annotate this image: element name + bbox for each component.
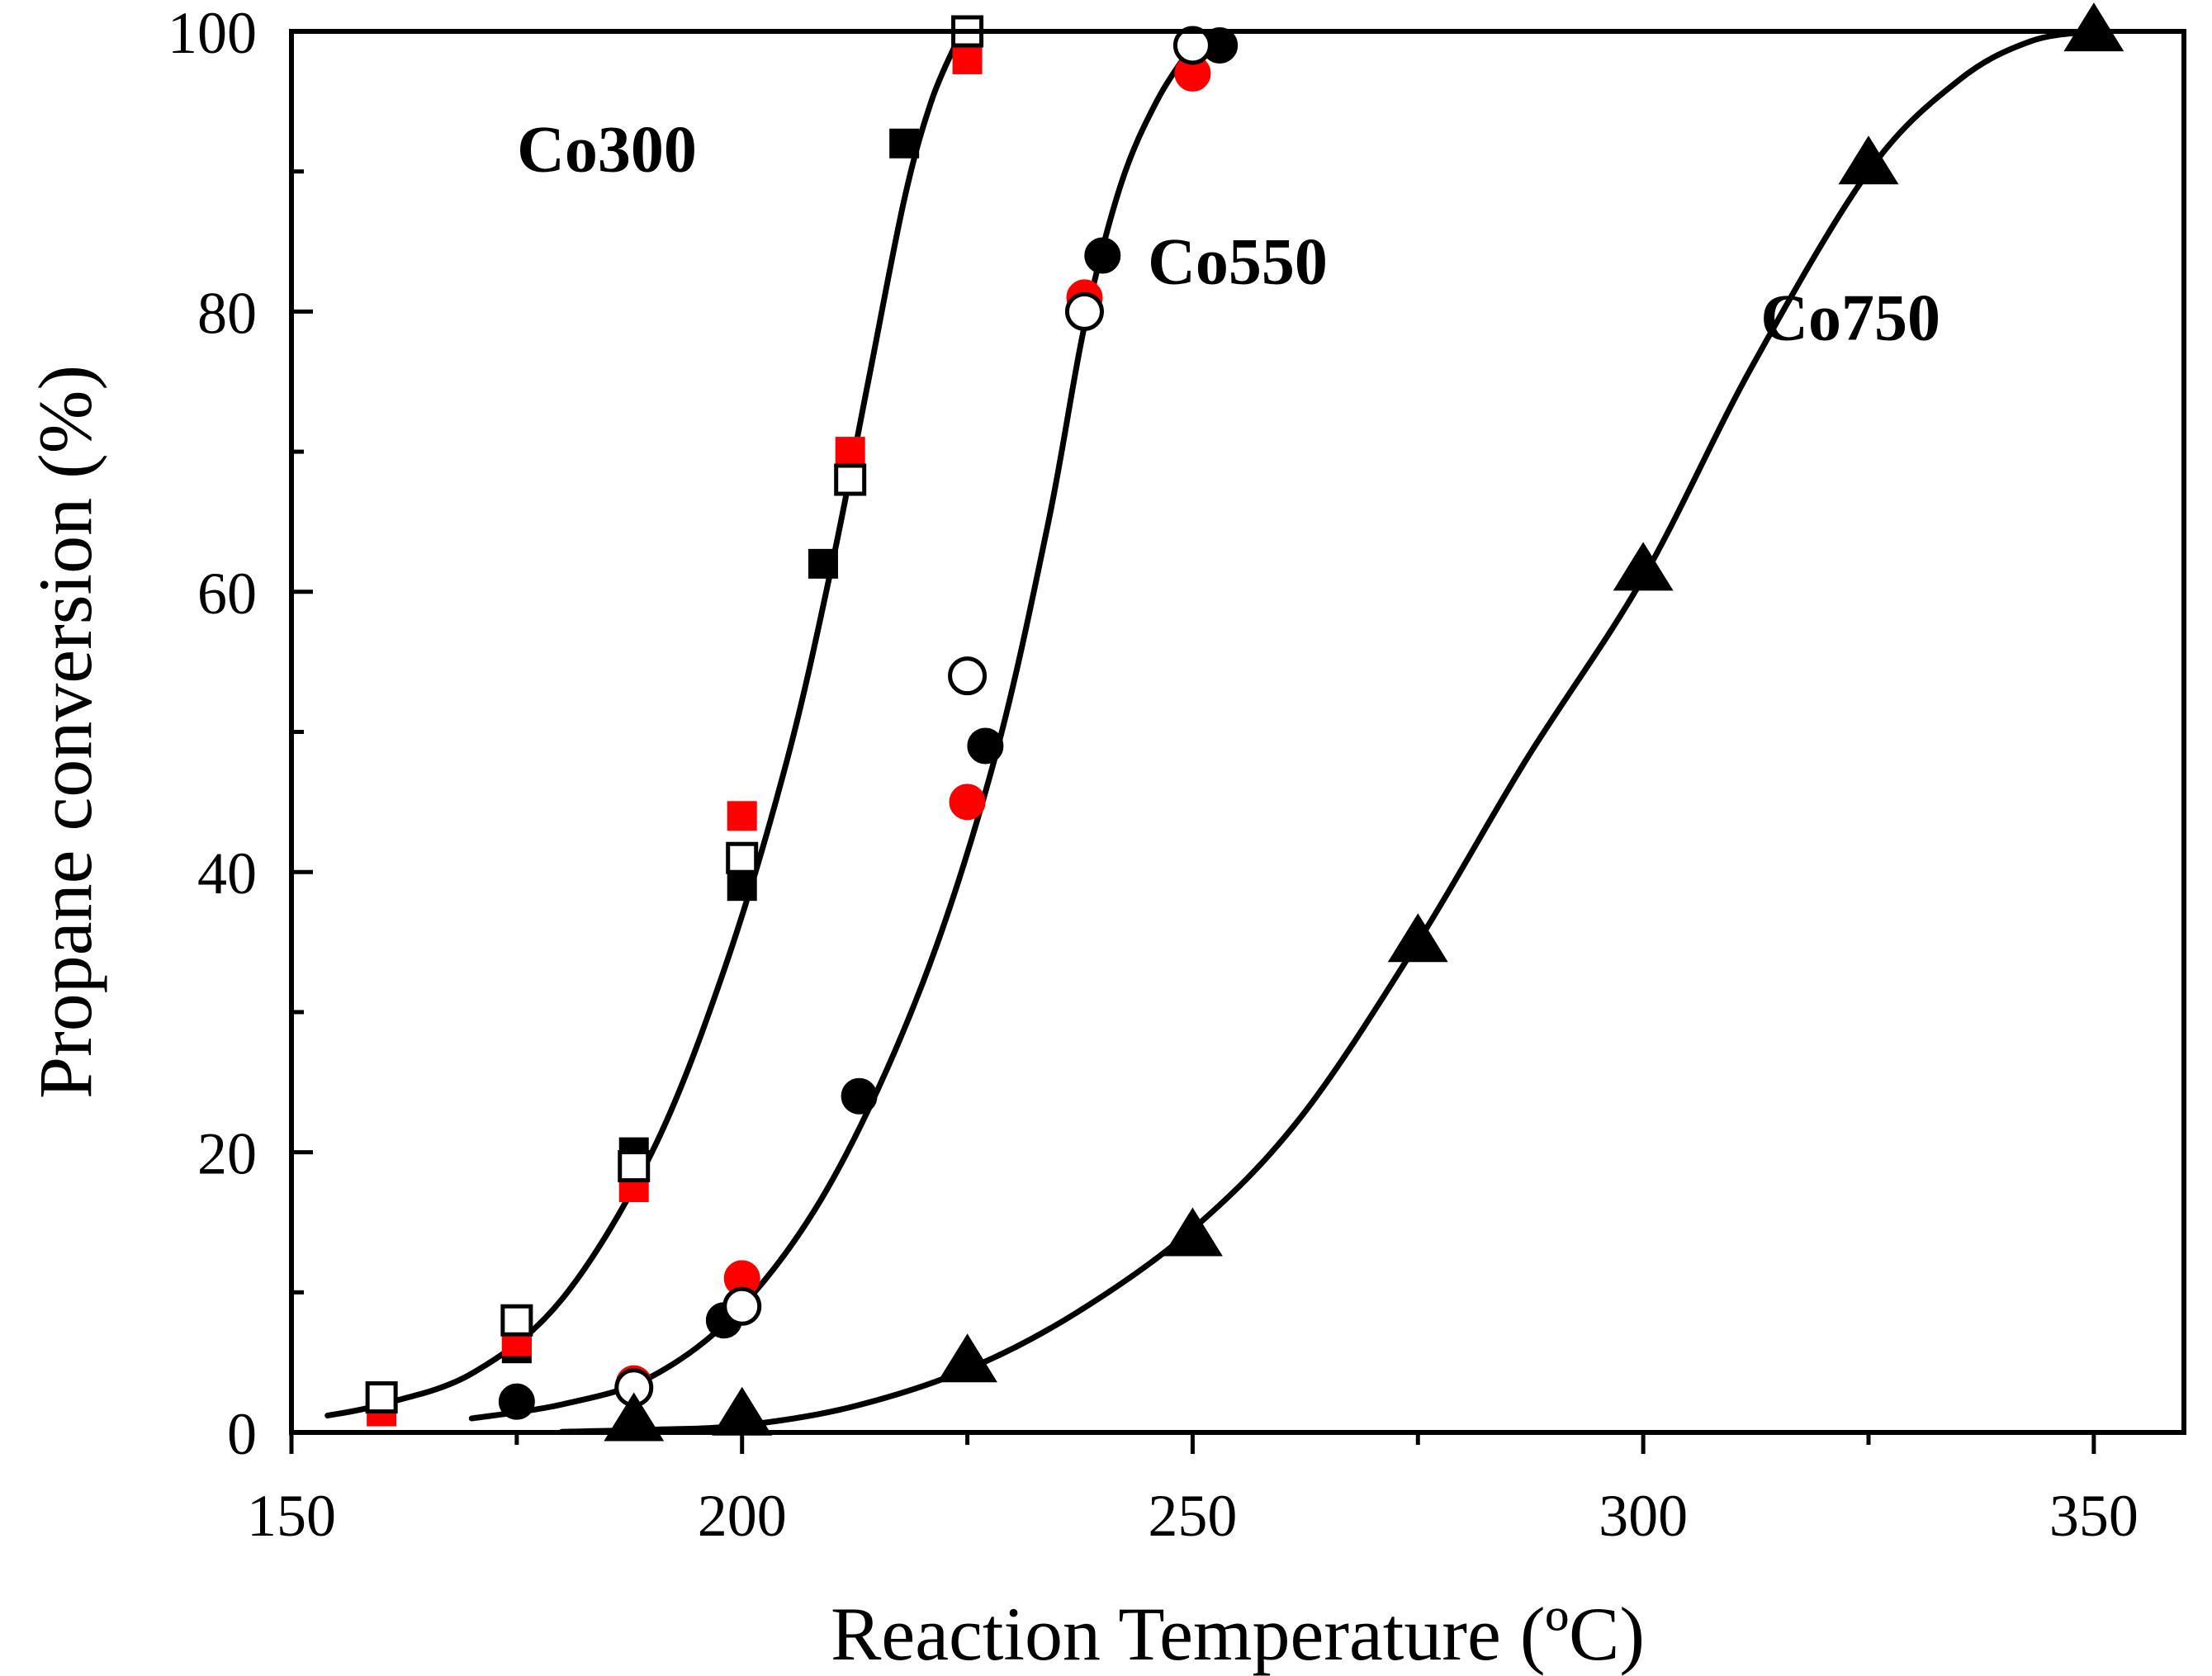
circle-marker	[1064, 291, 1104, 331]
triangle-marker	[1387, 913, 1448, 963]
square-marker	[365, 1381, 398, 1414]
circle-marker	[498, 1383, 535, 1420]
circle-marker	[967, 727, 1004, 765]
circle-marker	[1084, 237, 1121, 274]
square-marker	[834, 463, 867, 496]
y-tick-label: 40	[197, 840, 257, 907]
x-tick-label: 350	[2049, 1483, 2139, 1549]
triangle-marker	[712, 1386, 773, 1436]
circle-marker	[949, 784, 986, 821]
triangle-marker	[2063, 2, 2124, 52]
series-labels: Co300 Co550 Co750	[517, 114, 1940, 355]
square-marker	[618, 1150, 651, 1183]
square-marker	[726, 841, 759, 874]
x-tick-label: 300	[1599, 1483, 1688, 1549]
triangle-marker	[604, 1392, 665, 1442]
circle-marker	[948, 656, 988, 696]
series-label-co550: Co550	[1148, 225, 1328, 298]
square-marker	[835, 437, 865, 467]
y-tick-label: 80	[197, 280, 257, 346]
x-tick-label: 250	[1148, 1483, 1237, 1549]
square-marker	[727, 871, 757, 902]
circle-marker	[722, 1286, 762, 1326]
square-marker	[727, 801, 757, 831]
data-markers	[365, 2, 2124, 1442]
y-tick-label: 0	[227, 1401, 257, 1467]
circle-marker	[1172, 26, 1212, 65]
square-marker	[808, 548, 838, 579]
x-tick-label: 200	[698, 1483, 787, 1549]
square-marker	[889, 128, 920, 159]
circle-marker	[841, 1077, 878, 1115]
y-tick-label: 100	[168, 0, 257, 66]
square-marker	[500, 1304, 533, 1337]
x-tick-label: 150	[247, 1483, 336, 1549]
series-label-co300: Co300	[517, 114, 697, 187]
series-label-co750: Co750	[1760, 282, 1940, 354]
axis-tick-labels: 150 200 250 300 350 0 20 40 60 80 100	[168, 0, 2139, 1549]
triangle-marker	[937, 1333, 997, 1383]
y-axis-title: Propane conversion (%)	[23, 365, 107, 1099]
triangle-marker	[1163, 1207, 1223, 1257]
y-tick-label: 20	[197, 1121, 257, 1187]
triangle-marker	[1838, 135, 1899, 185]
axis-ticks	[289, 29, 2096, 1454]
co300-fit-curve	[324, 36, 962, 1419]
triangle-marker	[1613, 542, 1674, 591]
co550-fit-curve	[468, 42, 1196, 1422]
x-axis-title: Reaction Temperature (ºC)	[831, 1592, 1645, 1676]
square-marker	[952, 44, 983, 74]
y-tick-label: 60	[197, 561, 257, 627]
